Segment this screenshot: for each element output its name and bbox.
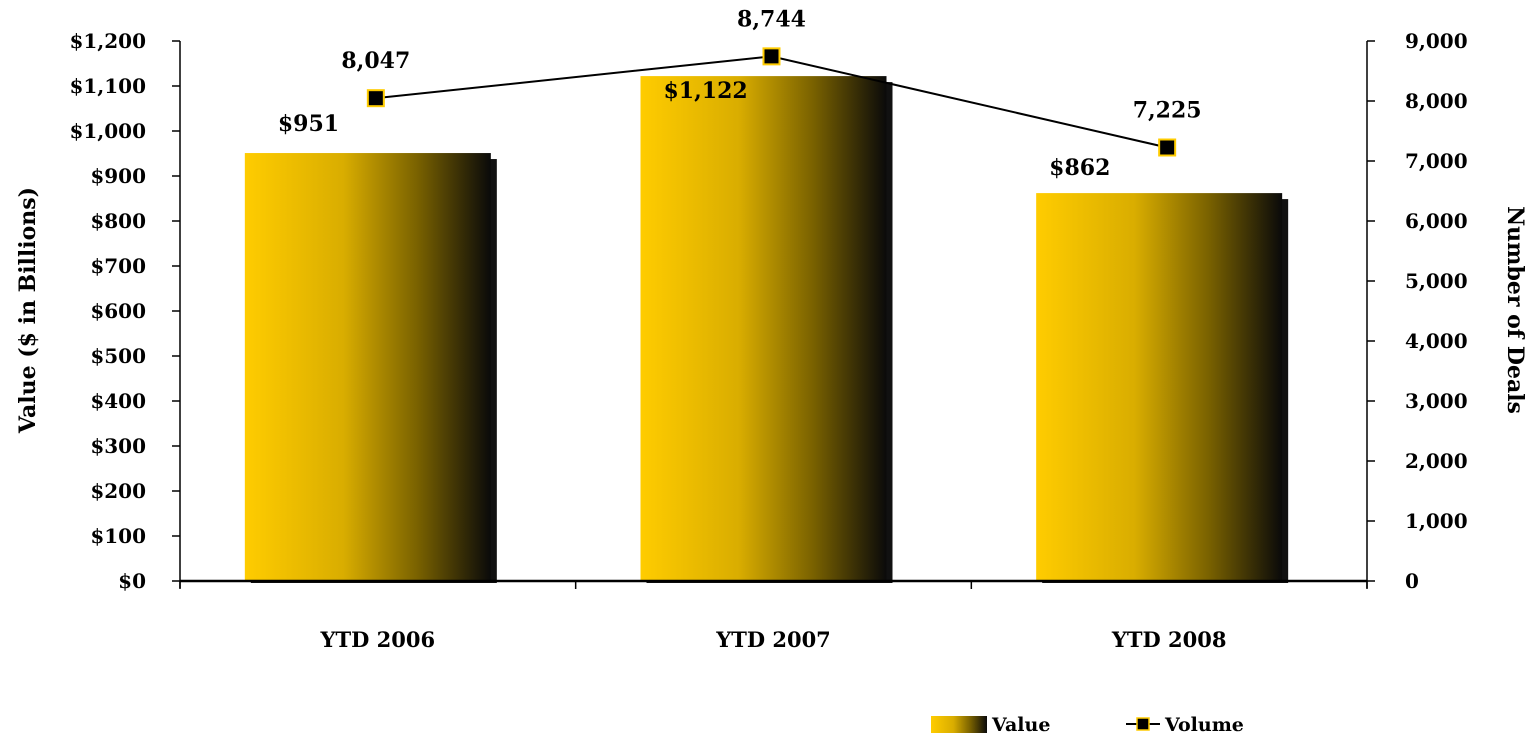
y2-tick-label: 9,000 (1405, 29, 1468, 53)
y-tick-label: $400 (90, 389, 146, 413)
y2-tick-label: 7,000 (1405, 149, 1468, 173)
y2-tick-label: 5,000 (1405, 269, 1468, 293)
y-tick-label: $700 (90, 254, 146, 278)
y2-tick-label: 4,000 (1405, 329, 1468, 353)
line-data-label: 8,744 (737, 6, 806, 32)
y-axis-title: Value ($ in Billions) (15, 187, 41, 434)
legend-marker-volume (1136, 717, 1150, 731)
y-tick-label: $600 (90, 299, 146, 323)
axes: $0 $100 $200 $300 $400 $500 $600 $700 $800 $900 $1… (69, 29, 1467, 652)
line-data-label: 7,225 (1133, 98, 1202, 124)
y-tick-label: $1,100 (69, 74, 146, 98)
bar (640, 76, 887, 581)
volume-marker (762, 47, 781, 66)
y-tick-label: $900 (90, 164, 146, 188)
legend-swatch-value (931, 716, 987, 733)
y2-tick-label: 6,000 (1405, 209, 1468, 233)
bar-data-label: $951 (278, 111, 339, 137)
bar-data-label: $862 (1049, 155, 1110, 181)
y2-tick-label: 3,000 (1405, 389, 1468, 413)
volume-marker (1158, 138, 1177, 157)
x-tick-label: YTD 2006 (320, 627, 436, 652)
y-tick-label: $300 (90, 434, 146, 458)
legend-label-value: Value (991, 714, 1050, 736)
y-tick-label: $0 (118, 569, 146, 593)
line-data-label: 8,047 (341, 48, 410, 74)
bar-series (244, 76, 1289, 584)
bar-data-label: $1,122 (664, 78, 748, 104)
legend-label-volume: Volume (1164, 714, 1244, 736)
y2-tick-label: 0 (1405, 569, 1419, 593)
y-tick-label: $800 (90, 209, 146, 233)
y2-tick-label: 1,000 (1405, 509, 1468, 533)
y2-tick-label: 8,000 (1405, 89, 1468, 113)
y-tick-label: $200 (90, 479, 146, 503)
data-labels: $951 $1,122 $862 8,047 8,744 7,225 (278, 6, 1202, 181)
volume-marker (366, 89, 385, 108)
x-tick-label: YTD 2007 (715, 627, 831, 652)
y-tick-label: $100 (90, 524, 146, 548)
y2-tick-label: 2,000 (1405, 449, 1468, 473)
legend: Value Volume (931, 714, 1244, 736)
y-tick-label: $1,000 (69, 119, 146, 143)
bar (1036, 193, 1283, 581)
x-tick-label: YTD 2008 (1111, 627, 1227, 652)
y2-axis-title: Number of Deals (1502, 206, 1528, 414)
line-series (366, 47, 1177, 157)
bar (244, 153, 491, 582)
y-tick-label: $1,200 (69, 29, 146, 53)
y-tick-label: $500 (90, 344, 146, 368)
